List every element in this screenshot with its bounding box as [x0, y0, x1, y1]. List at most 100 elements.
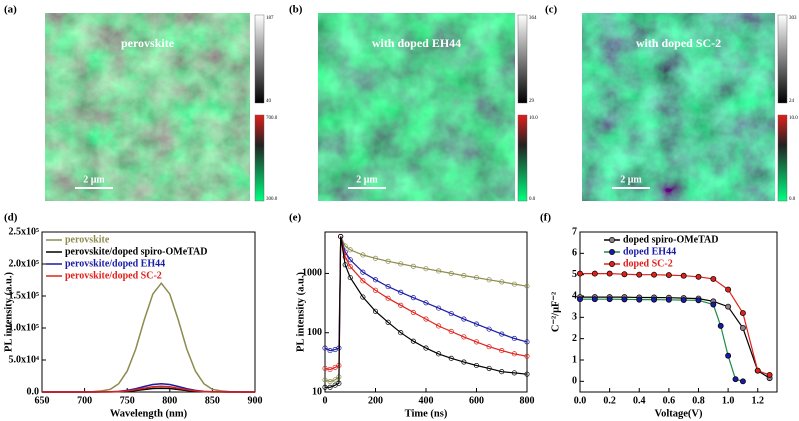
- marker: [710, 275, 717, 282]
- marker: [423, 345, 429, 351]
- panel-label: (d): [4, 212, 18, 224]
- colorbar-max: 10.0: [529, 116, 538, 121]
- legend-label: perovskite/doped EH44: [65, 258, 165, 269]
- marker: [621, 271, 628, 278]
- series-group: [322, 233, 530, 390]
- y-tick-label: 10: [312, 386, 322, 397]
- marker: [577, 296, 583, 303]
- panel-label: (c): [545, 4, 558, 16]
- marker: [448, 311, 454, 317]
- marker: [665, 296, 672, 303]
- marker: [473, 275, 480, 281]
- marker: [511, 281, 517, 287]
- marker: [577, 270, 583, 277]
- marker: [322, 377, 328, 383]
- marker: [524, 353, 530, 359]
- marker: [322, 384, 328, 390]
- marker: [486, 277, 492, 283]
- marker: [436, 305, 442, 311]
- marker: [385, 284, 391, 290]
- marker: [725, 286, 732, 293]
- y-tick-label: 2.0x10⁵: [9, 258, 40, 269]
- legend-label: perovskite: [65, 234, 110, 245]
- marker: [436, 268, 442, 274]
- colorbar-max: 187: [266, 16, 274, 21]
- x-axis-title: Time (ns): [405, 408, 448, 419]
- marker: [360, 269, 366, 275]
- image-title: with doped SC-2: [636, 36, 721, 50]
- marker: [739, 310, 746, 317]
- scale-bar-label: 2 μm: [356, 174, 378, 185]
- marker: [486, 326, 492, 332]
- panel-label: (f): [540, 212, 551, 224]
- marker: [473, 362, 480, 369]
- colorbar-min: 300.0: [266, 197, 278, 202]
- marker: [591, 296, 598, 303]
- colorbar-min: 24: [789, 99, 795, 104]
- y-tick-label: 2: [572, 333, 577, 344]
- marker: [606, 270, 613, 277]
- colorbar-min: 0.0: [789, 197, 796, 202]
- marker: [372, 255, 379, 261]
- y-axis-title: PL intensity (a.u.): [3, 272, 14, 352]
- series-line: [580, 298, 744, 382]
- marker: [725, 303, 732, 310]
- marker: [372, 287, 379, 293]
- x-tick-label: 650: [35, 395, 50, 406]
- legend-marker: [609, 261, 615, 267]
- marker: [360, 294, 366, 300]
- colorbar: [254, 114, 265, 202]
- plot-frame: [324, 231, 528, 393]
- panel-label: (a): [4, 4, 17, 16]
- marker: [739, 325, 746, 331]
- plot-frame: [41, 231, 256, 393]
- marker: [461, 273, 467, 279]
- marker: [461, 316, 467, 322]
- series-group: [42, 281, 255, 393]
- image-title: perovskite: [121, 36, 175, 50]
- marker: [636, 296, 643, 303]
- marker: [499, 279, 505, 285]
- plot-frame: [579, 231, 778, 393]
- marker: [461, 334, 467, 340]
- colorbar-min: 0.0: [529, 197, 536, 202]
- marker: [336, 380, 342, 386]
- marker: [621, 296, 628, 303]
- marker: [410, 309, 416, 315]
- marker: [398, 330, 404, 336]
- marker: [511, 351, 517, 357]
- marker: [385, 295, 391, 301]
- marker: [410, 263, 416, 269]
- marker: [448, 355, 454, 361]
- y-tick-label: 1: [572, 354, 577, 365]
- marker: [499, 331, 505, 337]
- x-tick-label: 0.0: [574, 395, 587, 406]
- scale-bar-label: 2 μm: [83, 174, 105, 185]
- marker: [410, 338, 416, 344]
- marker: [398, 289, 404, 295]
- legend-label: doped SC-2: [623, 258, 673, 269]
- marker: [327, 366, 333, 373]
- marker: [360, 252, 366, 258]
- legend-marker: [609, 237, 615, 243]
- marker: [725, 352, 732, 359]
- y-tick-label: 2.5x10⁵: [9, 226, 40, 237]
- colorbar-min: 29: [529, 99, 535, 104]
- scale-bar-label: 2 μm: [620, 174, 642, 185]
- x-tick-label: 0.8: [692, 395, 705, 406]
- marker: [385, 319, 391, 325]
- marker: [436, 323, 442, 329]
- x-tick-label: 0: [323, 395, 328, 406]
- colorbar-min: 40: [266, 99, 272, 104]
- marker: [385, 258, 391, 264]
- marker: [327, 348, 333, 354]
- marker: [680, 297, 687, 304]
- marker: [347, 247, 353, 253]
- series-line: [42, 385, 255, 393]
- colorbar: [517, 114, 528, 202]
- x-tick-label: 800: [162, 395, 177, 406]
- marker: [347, 257, 353, 263]
- x-tick-label: 200: [368, 395, 383, 406]
- y-tick-label: 4: [572, 290, 577, 301]
